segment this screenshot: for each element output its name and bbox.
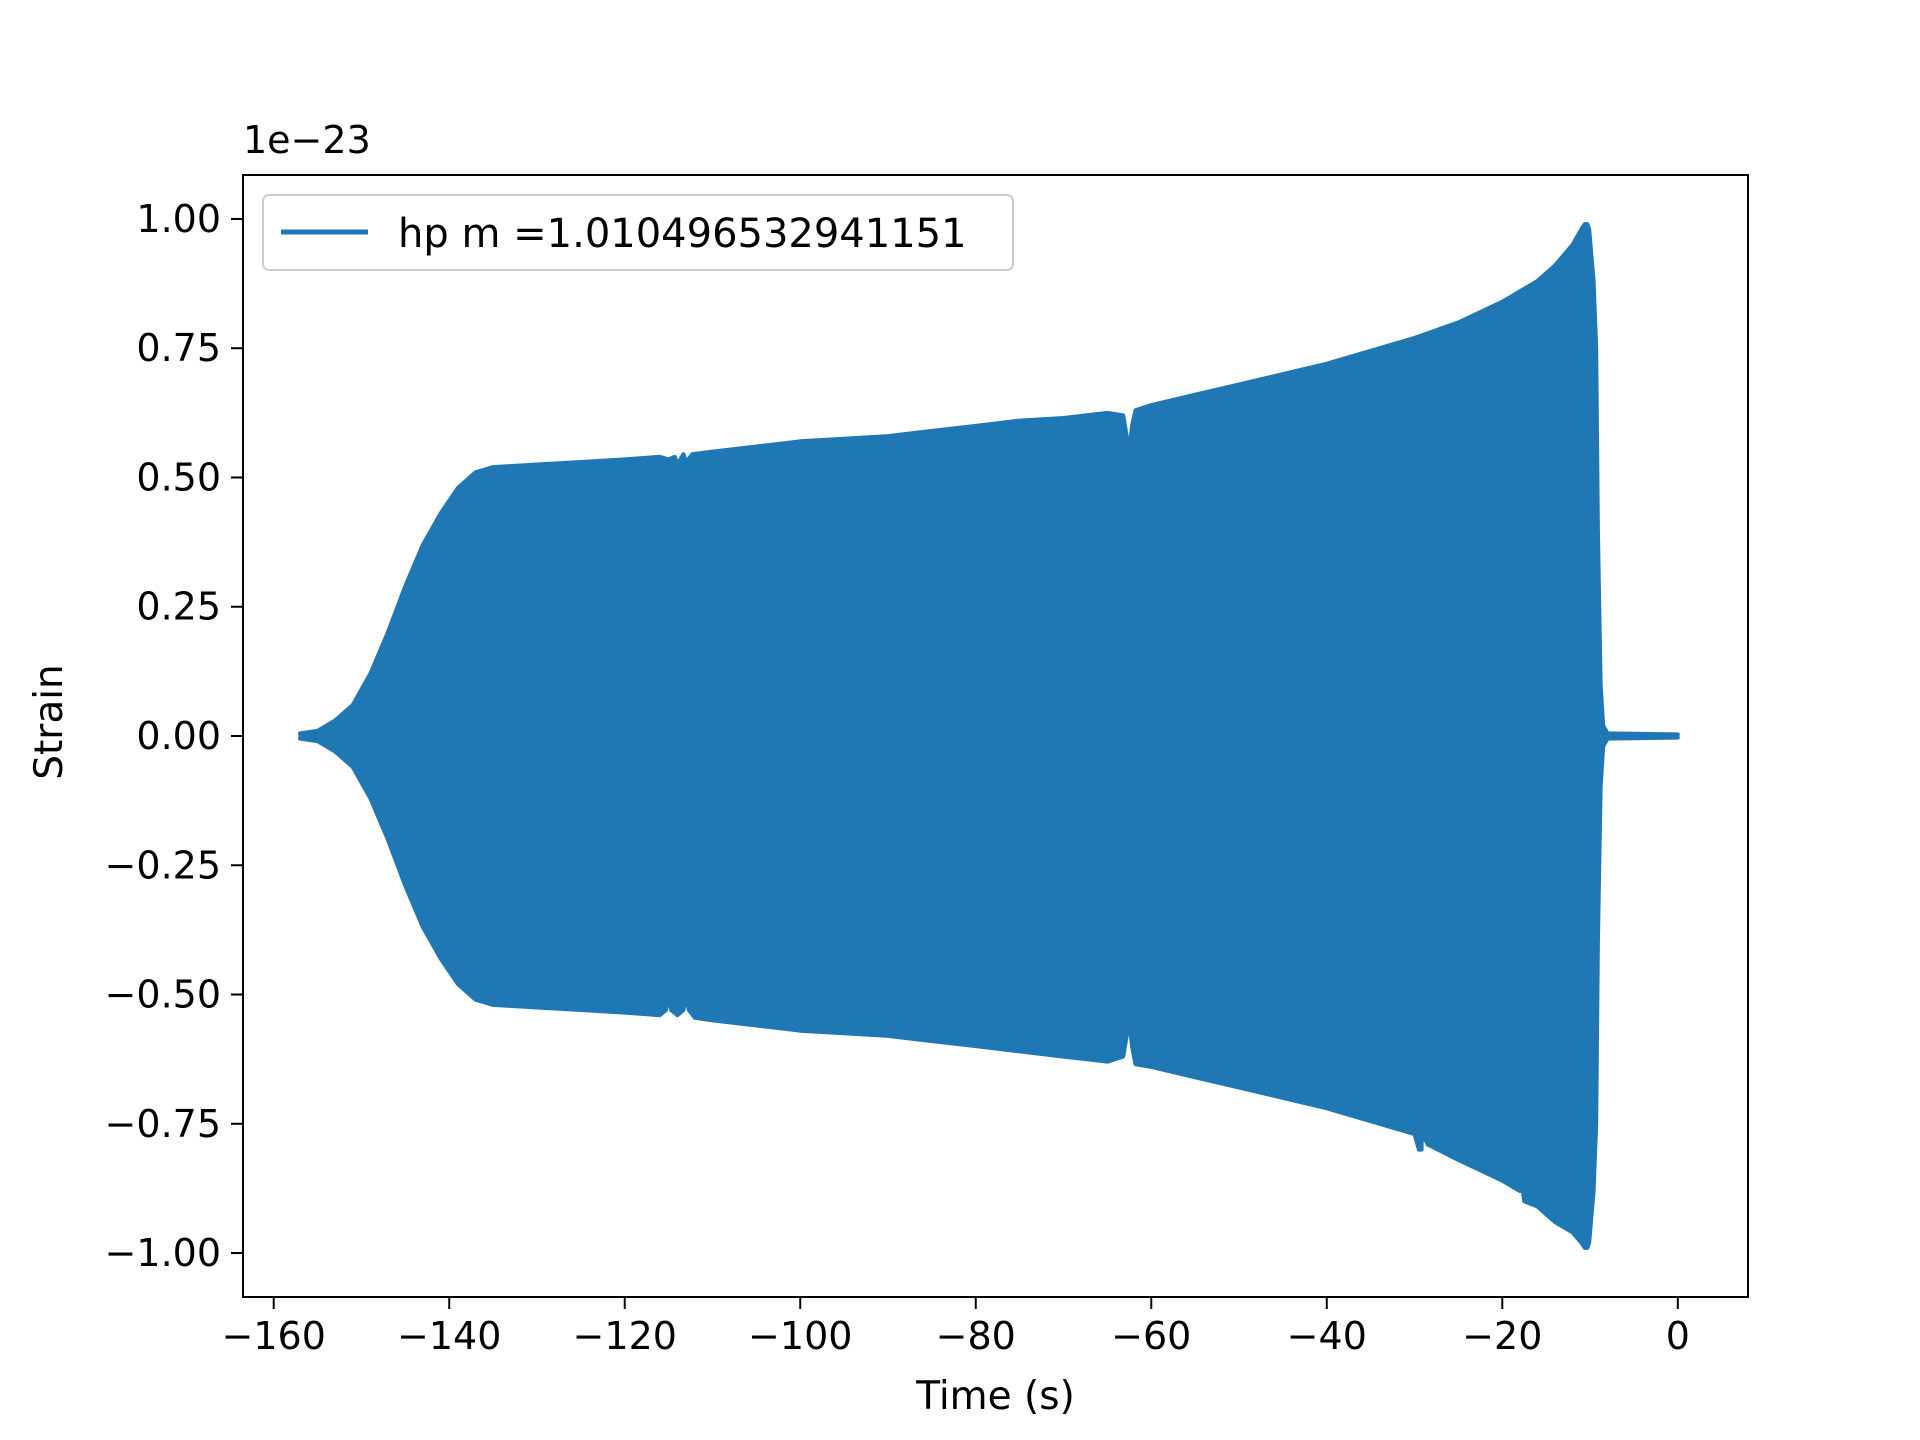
legend: hp m =1.010496532941151 [262, 194, 1014, 271]
legend-box [262, 194, 1014, 271]
x-tick-label: −100 [748, 1314, 852, 1358]
y-tick-label: −0.50 [105, 973, 221, 1017]
plot-area [298, 222, 1680, 1250]
x-tick-label: −40 [1287, 1314, 1367, 1358]
x-tick-label: −120 [573, 1314, 677, 1358]
legend-entry-label: hp m =1.010496532941151 [398, 211, 967, 257]
series-waveform-upper-edge [298, 222, 1680, 737]
y-axis: 1.00 0.75 0.50 0.25 0.00 −0.25 −0.50 −0.75 −1.00 [105, 197, 243, 1275]
y-tick-label: 0.00 [136, 714, 221, 758]
y-tick-label: 0.25 [136, 585, 221, 629]
y-tick-label: −0.25 [105, 843, 221, 887]
x-tick-label: −80 [936, 1314, 1016, 1358]
x-axis-label: Time (s) [915, 1374, 1075, 1419]
y-offset-label: 1e−23 [243, 118, 371, 162]
y-tick-label: 0.75 [136, 326, 221, 370]
x-tick-label: −160 [222, 1314, 326, 1358]
y-axis-label: Strain [27, 664, 72, 780]
x-tick-label: −140 [397, 1314, 501, 1358]
y-tick-label: −0.75 [105, 1102, 221, 1146]
x-tick-label: −60 [1111, 1314, 1191, 1358]
x-tick-label: 0 [1666, 1314, 1690, 1358]
series-waveform-lower-edge [298, 735, 1680, 1250]
x-axis: −160 −140 −120 −100 −80 −60 −40 −20 0 [222, 1297, 1690, 1358]
y-tick-label: 1.00 [136, 197, 221, 241]
y-tick-label: −1.00 [105, 1231, 221, 1275]
x-tick-label: −20 [1462, 1314, 1542, 1358]
y-tick-label: 0.50 [136, 455, 221, 499]
